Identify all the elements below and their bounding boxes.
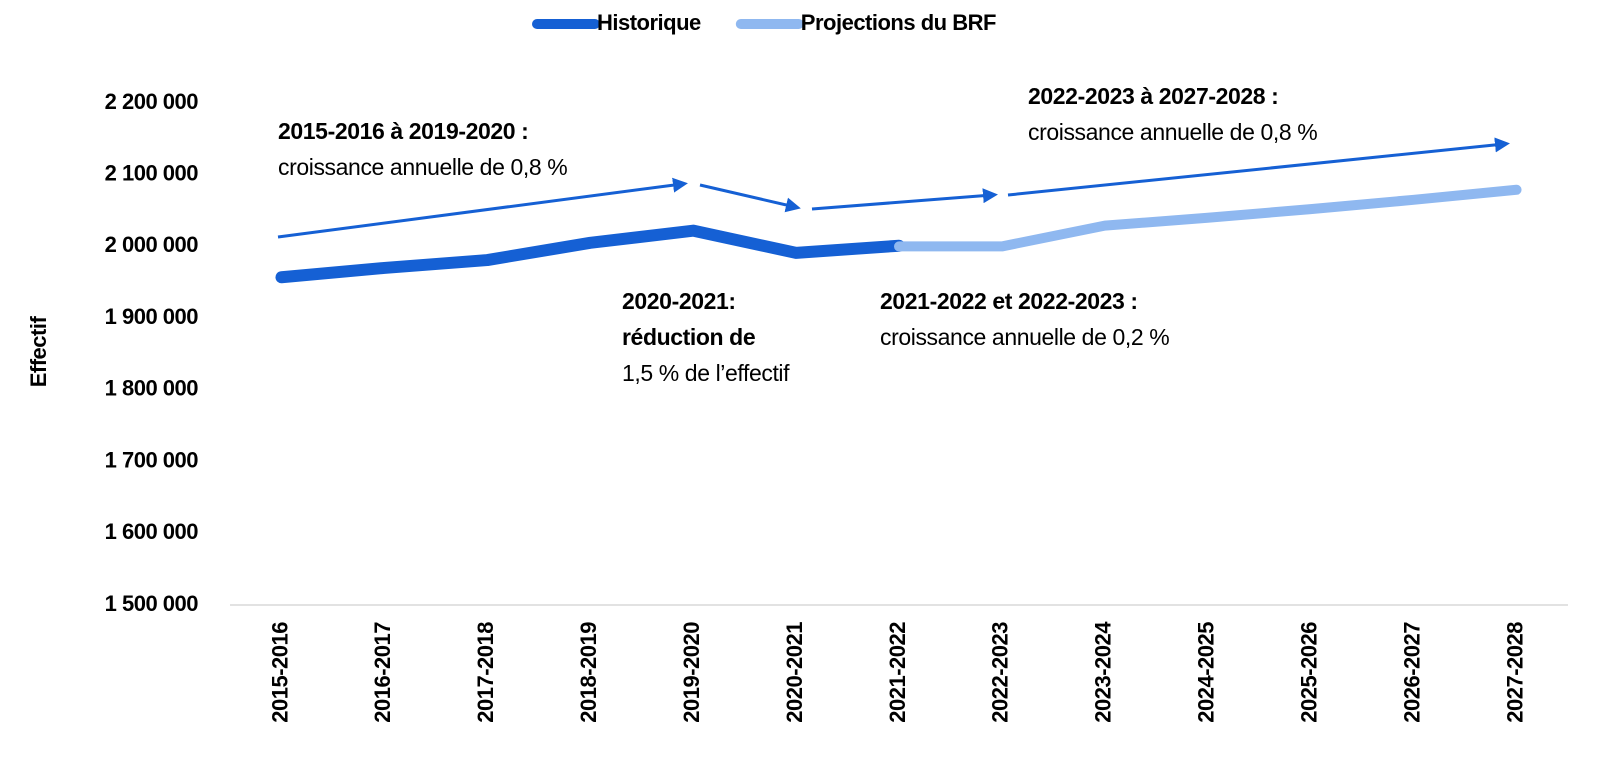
y-tick-label: 1 700 000: [105, 447, 199, 472]
annotation-text: croissance annuelle de 0,8 %: [278, 154, 567, 180]
series-line: [275, 224, 905, 284]
y-tick-label: 2 100 000: [105, 161, 199, 186]
x-tick-label: 2019-2020: [679, 622, 704, 723]
y-tick-label: 1 600 000: [105, 519, 199, 544]
x-tick-label: 2015-2016: [267, 622, 292, 723]
x-tick-label: 2025-2026: [1297, 622, 1322, 723]
annotation-title: 2021-2022 et 2022-2023 :: [880, 288, 1138, 314]
y-tick-label: 1 500 000: [105, 591, 199, 616]
x-tick-label: 2024-2025: [1194, 622, 1219, 723]
annotation-text: croissance annuelle de 0,2 %: [880, 324, 1169, 350]
series-line: [894, 184, 1522, 252]
annotation-title: réduction de: [622, 324, 755, 350]
x-tick-label: 2027-2028: [1502, 622, 1527, 723]
arrow: [811, 188, 998, 211]
arrow: [699, 183, 801, 213]
legend-label: Historique: [597, 10, 701, 35]
y-tick-label: 2 200 000: [105, 89, 199, 114]
x-tick-label: 2026-2027: [1399, 622, 1424, 723]
x-tick-label: 2017-2018: [473, 622, 498, 723]
annotation-title: 2015-2016 à 2019-2020 :: [278, 118, 528, 144]
annotation-title: 2020-2021:: [622, 288, 736, 314]
annotation-text: croissance annuelle de 0,8 %: [1028, 119, 1317, 145]
y-tick-label: 1 900 000: [105, 304, 199, 329]
arrow: [1007, 137, 1510, 197]
x-tick-label: 2021-2022: [885, 622, 910, 723]
y-tick-label: 1 800 000: [105, 376, 199, 401]
annotation-title: 2022-2023 à 2027-2028 :: [1028, 83, 1278, 109]
y-axis-title: Effectif: [26, 316, 51, 388]
y-tick-label: 2 000 000: [105, 232, 199, 257]
x-tick-label: 2022-2023: [988, 622, 1013, 723]
x-tick-label: 2020-2021: [782, 622, 807, 723]
x-tick-label: 2023-2024: [1091, 621, 1116, 723]
annotation-text: 1,5 % de l’effectif: [622, 360, 790, 386]
arrows: [277, 137, 1510, 239]
x-tick-label: 2016-2017: [370, 622, 395, 723]
x-tick-label: 2018-2019: [576, 622, 601, 723]
arrow: [277, 177, 688, 239]
legend-label: Projections du BRF: [801, 10, 996, 35]
